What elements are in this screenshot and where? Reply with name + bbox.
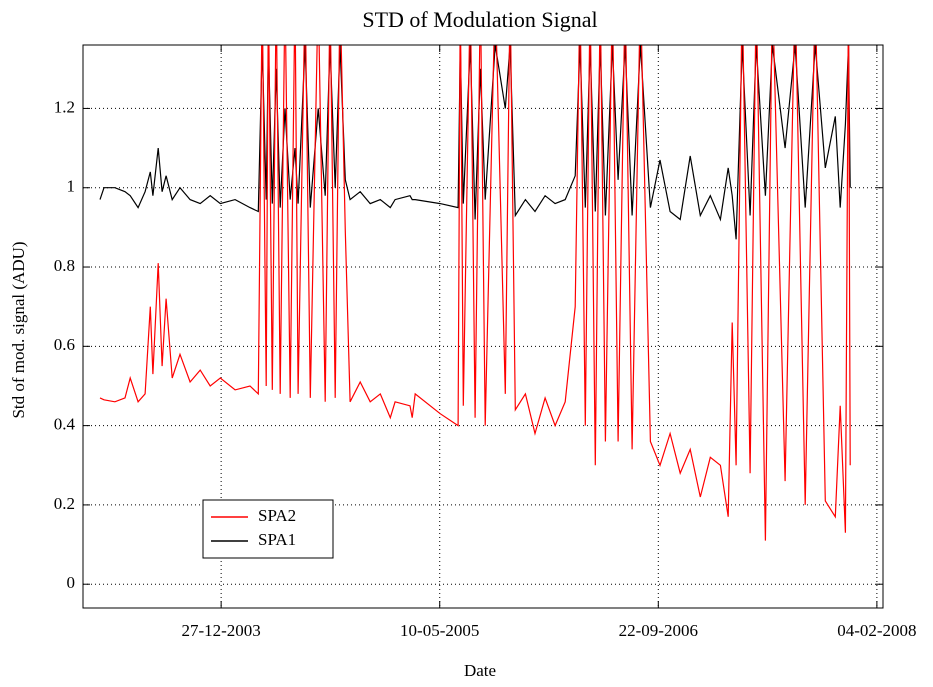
legend-label: SPA2 (258, 506, 296, 525)
series-area (99, 45, 851, 541)
y-tick-label: 1 (67, 177, 76, 196)
series-line (99, 45, 851, 240)
y-tick-label: 0.6 (54, 335, 75, 354)
y-tick-label: 0.4 (54, 415, 76, 434)
series-line (99, 45, 851, 541)
x-tick-label: 27-12-2003 (181, 621, 260, 640)
legend: SPA2 SPA1 (202, 499, 334, 559)
x-axis-label: Date (464, 661, 496, 680)
plot-frame (82, 44, 884, 609)
y-tick-label: 0 (67, 573, 76, 592)
x-tick-label: 04-02-2008 (837, 621, 916, 640)
legend-label: SPA1 (258, 530, 296, 549)
y-tick-label: 0.2 (54, 494, 75, 513)
x-tick-label: 10-05-2005 (400, 621, 479, 640)
legend-box (202, 499, 334, 559)
x-tick-label: 22-09-2006 (619, 621, 698, 640)
y-axis-label: Std of mod. signal (ADU) (9, 241, 28, 418)
chart-title: STD of Modulation Signal (362, 7, 597, 32)
y-tick-label: 0.8 (54, 256, 75, 275)
y-tick-label: 1.2 (54, 97, 75, 116)
